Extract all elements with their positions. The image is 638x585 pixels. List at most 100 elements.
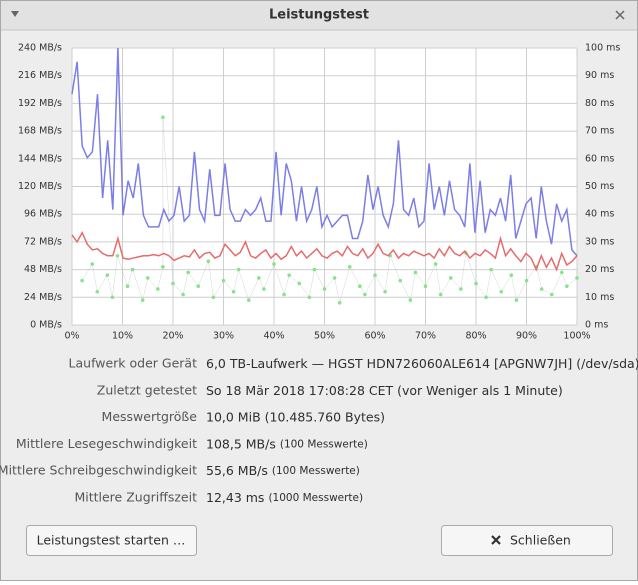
x-tick-label: 30% bbox=[213, 331, 234, 342]
access-point bbox=[161, 265, 165, 269]
access-point bbox=[272, 262, 276, 266]
menu-button[interactable] bbox=[11, 11, 19, 17]
x-tick-label: 90% bbox=[516, 331, 537, 342]
x-tick-label: 40% bbox=[263, 331, 284, 342]
seek-lines bbox=[81, 117, 578, 303]
access-point bbox=[110, 295, 115, 300]
y-tick-label: 192 MB/s bbox=[18, 98, 62, 109]
info-value: 12,43 ms (1000 Messwerte) bbox=[206, 490, 363, 505]
y-tick-label: 48 MB/s bbox=[24, 264, 62, 275]
access-point bbox=[433, 262, 438, 266]
access-point bbox=[80, 278, 84, 283]
close-button-label: Schließen bbox=[510, 533, 571, 548]
info-label: Laufwerk oder Gerät bbox=[69, 356, 198, 371]
x-tick-label: 50% bbox=[314, 331, 335, 342]
access-point bbox=[347, 265, 352, 269]
access-point bbox=[307, 295, 312, 300]
info-note: (1000 Messwerte) bbox=[268, 492, 363, 504]
access-point bbox=[130, 267, 135, 272]
info-value-text: 6,0 TB-Laufwerk — HGST HDN726060ALE614 [… bbox=[206, 356, 638, 371]
window-title: Leistungstest bbox=[269, 8, 369, 23]
info-label: Mittlere Zugriffszeit bbox=[74, 490, 197, 505]
access-point bbox=[575, 276, 579, 280]
access-point bbox=[383, 289, 387, 294]
access-point bbox=[145, 276, 150, 280]
y-tick-label: 24 MB/s bbox=[24, 292, 62, 303]
access-point bbox=[413, 270, 418, 275]
access-point bbox=[181, 292, 185, 297]
access-point bbox=[161, 115, 165, 120]
info-value-text: 10,0 MiB (10.485.760 Bytes) bbox=[206, 409, 385, 424]
access-point bbox=[171, 281, 175, 286]
access-point bbox=[448, 276, 453, 280]
access-point bbox=[484, 295, 488, 300]
x-tick-label: 20% bbox=[162, 331, 183, 342]
access-point bbox=[140, 298, 145, 302]
y-tick-label: 120 MB/s bbox=[18, 181, 62, 192]
access-point bbox=[105, 273, 110, 277]
y2-tick-label: 30 ms bbox=[585, 236, 614, 247]
y2-tick-label: 0 ms bbox=[585, 320, 608, 331]
x-tick-label: 10% bbox=[112, 331, 133, 342]
access-point bbox=[398, 278, 403, 283]
y-tick-label: 168 MB/s bbox=[18, 126, 62, 137]
info-label: Mittlere Lesegeschwindigkeit bbox=[16, 436, 197, 451]
close-button[interactable] bbox=[441, 525, 613, 556]
info: Laufwerk oder Gerät 6,0 TB-Laufwerk — HGS… bbox=[0, 356, 638, 505]
access-point bbox=[373, 273, 377, 277]
y2-tick-label: 60 ms bbox=[585, 153, 614, 164]
access-point bbox=[196, 284, 201, 289]
access-point bbox=[423, 284, 428, 289]
y2-tick-label: 100 ms bbox=[585, 43, 620, 54]
info-value: 10,0 MiB (10.485.760 Bytes) bbox=[206, 409, 385, 424]
info-value: 55,6 MB/s (100 Messwerte) bbox=[206, 463, 360, 478]
y2-tick-label: 10 ms bbox=[585, 292, 614, 303]
series-line bbox=[71, 47, 578, 257]
access-point bbox=[287, 273, 291, 277]
y2-tick-label: 70 ms bbox=[585, 126, 614, 137]
access-point bbox=[282, 292, 286, 297]
access-point bbox=[257, 276, 261, 280]
access-point bbox=[489, 267, 493, 272]
access-point bbox=[565, 284, 569, 289]
info-value-text: 55,6 MB/s bbox=[206, 463, 268, 478]
x-tick-label: 100% bbox=[563, 331, 590, 342]
x-tick-label: 80% bbox=[465, 331, 486, 342]
y-tick-label: 0 MB/s bbox=[30, 320, 62, 331]
info-label: Mittlere Schreibgeschwindigkeit bbox=[0, 463, 197, 478]
access-point bbox=[549, 292, 554, 297]
x-tick-label: 60% bbox=[364, 331, 385, 342]
x-tick-label: 0% bbox=[64, 331, 79, 342]
access-point bbox=[514, 298, 519, 302]
y-tick-label: 240 MB/s bbox=[18, 43, 62, 54]
access-point bbox=[236, 267, 241, 272]
title-bar bbox=[1, 1, 637, 30]
y2-tick-label: 20 ms bbox=[585, 264, 614, 275]
info-value-text: So 18 Mär 2018 17:08:28 CET (vor Weniger… bbox=[206, 382, 563, 397]
access-point bbox=[221, 278, 226, 283]
y-tick-label: 72 MB/s bbox=[24, 236, 62, 247]
close-window-button[interactable] bbox=[615, 10, 625, 20]
y2-tick-label: 90 ms bbox=[585, 70, 614, 81]
access-point bbox=[156, 287, 160, 291]
access-point bbox=[438, 292, 443, 297]
series-line bbox=[71, 230, 578, 272]
access-point bbox=[90, 262, 94, 266]
info-note: (100 Messwerte) bbox=[280, 438, 368, 450]
access-point bbox=[297, 281, 302, 286]
y2-tick-label: 80 ms bbox=[585, 98, 614, 109]
access-point bbox=[337, 301, 342, 305]
x-tick-label: 70% bbox=[415, 331, 436, 342]
close-icon bbox=[491, 535, 501, 545]
access-point bbox=[246, 298, 251, 302]
start-button-label: Leistungstest starten … bbox=[37, 533, 186, 548]
y2-tick-label: 50 ms bbox=[585, 181, 614, 192]
access-point bbox=[358, 284, 362, 289]
access-point bbox=[115, 253, 120, 258]
access-point bbox=[211, 295, 216, 300]
start-button[interactable] bbox=[26, 525, 197, 556]
info-value: 108,5 MB/s (100 Messwerte) bbox=[206, 436, 368, 451]
access-point bbox=[459, 287, 463, 291]
info-value: So 18 Mär 2018 17:08:28 CET (vor Weniger… bbox=[206, 382, 563, 397]
